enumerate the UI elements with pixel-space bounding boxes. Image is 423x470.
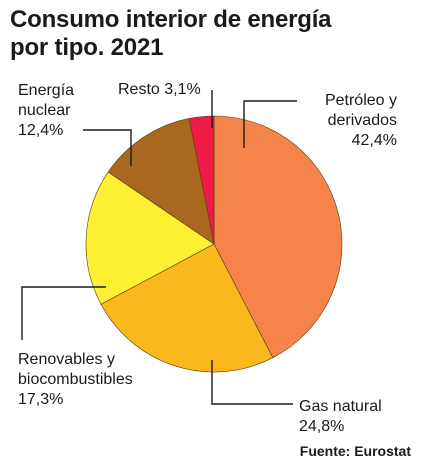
- leader-gas-natural: [211, 360, 293, 405]
- pie-slice-resto: [188, 115, 215, 245]
- label-gas-natural: Gas natural 24,8%: [299, 397, 382, 437]
- label-nuclear-value: 12,4%: [18, 122, 64, 139]
- source-note: Fuente: Eurostat: [299, 443, 411, 459]
- title-line-1: Consumo interior de energía: [10, 6, 332, 33]
- pie-slice-gas-natural: [100, 243, 274, 373]
- label-resto: Resto 3,1%: [118, 80, 201, 100]
- title-line-2: por tipo. 2021: [10, 34, 164, 61]
- leader-nuclear: [83, 129, 132, 166]
- label-petroleo-line2: derivados: [327, 112, 397, 129]
- leader-petroleo: [243, 100, 297, 148]
- label-nuclear-line1: Energía: [18, 82, 75, 99]
- label-renovables-line2: biocombustibles: [18, 371, 133, 388]
- label-petroleo-line1: Petróleo y: [324, 92, 397, 109]
- label-petroleo-value: 42,4%: [351, 132, 397, 149]
- pie-slice-nuclear: [107, 118, 215, 245]
- label-gas-line1: Gas natural: [299, 398, 382, 415]
- label-gas-value: 24,8%: [299, 418, 345, 435]
- label-renovables-value: 17,3%: [18, 391, 64, 408]
- leader-renovables: [21, 286, 106, 340]
- label-resto-value: 3,1%: [164, 81, 201, 98]
- label-nuclear-line2: nuclear: [18, 102, 71, 119]
- label-resto-name: Resto: [118, 81, 160, 98]
- chart-title: Consumo interior de energía por tipo. 20…: [10, 6, 332, 62]
- pie-slice-renovables: [85, 171, 215, 305]
- label-petroleo: Petróleo y derivados 42,4%: [325, 91, 397, 151]
- label-renovables-line1: Renovables y: [18, 351, 115, 368]
- label-nuclear: Energía nuclear 12,4%: [18, 81, 74, 141]
- label-renovables: Renovables y biocombustibles 17,3%: [18, 350, 133, 410]
- pie-slice-petroleo: [213, 115, 343, 359]
